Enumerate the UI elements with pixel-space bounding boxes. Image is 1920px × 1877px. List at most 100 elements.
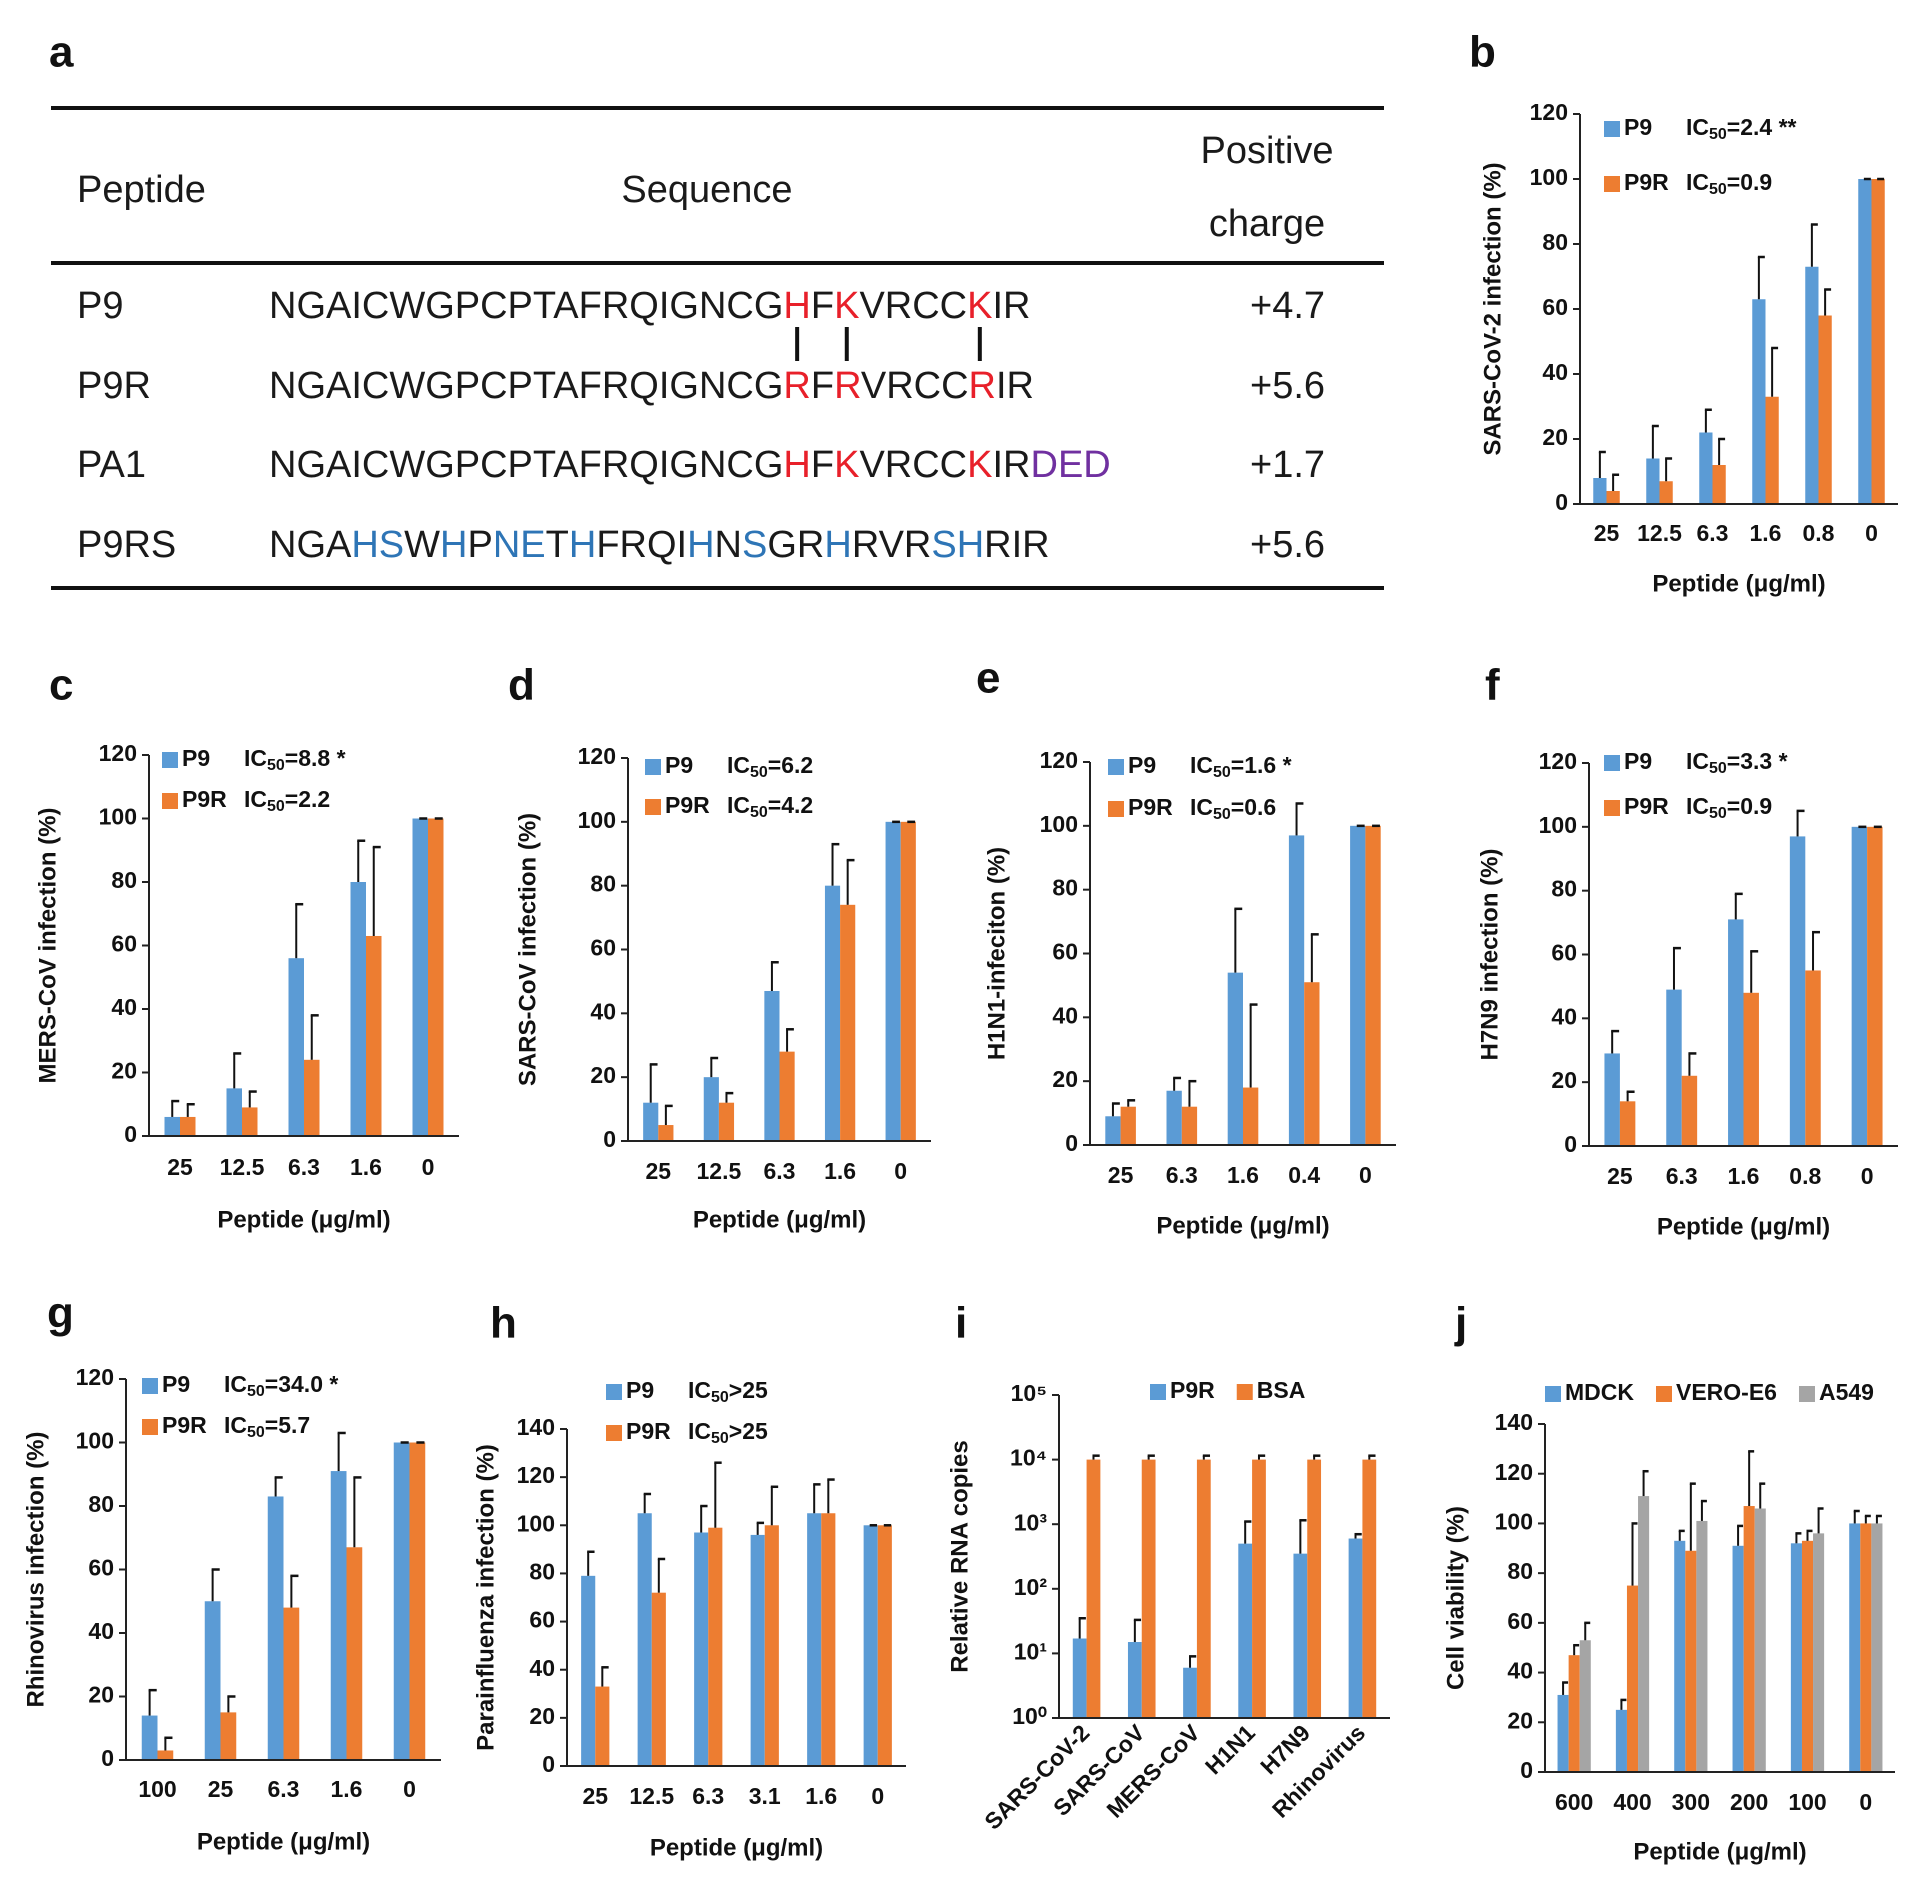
y-tick-label: 10¹ (1014, 1638, 1047, 1664)
note-subscript: 50 (750, 764, 768, 781)
sequence-segment: IR (992, 285, 1031, 327)
error-bar (786, 1028, 794, 1052)
bar (1304, 982, 1320, 1145)
bar (900, 821, 916, 1141)
x-tick-label: 100 (138, 1776, 176, 1802)
error-bar (1631, 1522, 1638, 1586)
bar (1127, 1642, 1142, 1718)
bar (718, 1102, 735, 1141)
note-subscript: 50 (247, 1383, 265, 1400)
x-axis-title: Peptide (μg/ml) (693, 1206, 866, 1233)
bar (877, 1525, 892, 1766)
x-tick-label: 25 (208, 1776, 234, 1802)
bar (180, 1116, 196, 1136)
legend-swatch (142, 1378, 158, 1394)
error-bar (1611, 1029, 1620, 1054)
note-subscript: 50 (711, 1430, 729, 1447)
legend-label: P9R (1128, 794, 1173, 820)
error-bar (1824, 288, 1832, 316)
bar (1666, 989, 1682, 1146)
legend-swatch (1604, 755, 1620, 771)
sequence: NGAICWGPCPTAFRQIGNCGRFRVRCCRIR (269, 361, 1034, 411)
y-tick-label: 10⁵ (1011, 1380, 1047, 1406)
bar (428, 818, 444, 1136)
legend-label: P9 (1624, 114, 1652, 140)
panel-label: b (1469, 28, 1496, 77)
y-tick-label: 20 (1507, 1707, 1533, 1733)
x-tick-label: 100 (1788, 1789, 1826, 1815)
error-bar (714, 1461, 722, 1528)
sequence-segment: F (810, 444, 835, 486)
legend-label: P9 (665, 752, 693, 778)
x-tick-label: 0 (1861, 1163, 1874, 1189)
y-tick-label: 100 (1040, 811, 1078, 837)
x-tick-label: H1N1 (1200, 1719, 1260, 1779)
bar (1765, 396, 1779, 504)
x-tick-label: 6.3 (288, 1154, 320, 1180)
y-tick-label: 60 (1507, 1608, 1533, 1634)
bar (840, 904, 856, 1141)
legend-note: IC50=2.4 ** (1686, 114, 1797, 143)
bar (637, 1513, 652, 1766)
note-text: IC (1686, 793, 1709, 819)
legend-label: P9 (162, 1371, 190, 1397)
error-bar (1665, 457, 1673, 482)
legend-swatch (606, 1425, 622, 1441)
legend-note: IC50=4.2 (727, 792, 813, 821)
sequence-segment: F (810, 285, 835, 327)
y-tick-label: 0 (1520, 1757, 1533, 1783)
y-tick-label: 10³ (1014, 1509, 1048, 1535)
legend-label: P9 (1128, 752, 1156, 778)
error-bar (1812, 930, 1820, 971)
sequence-segment: H (824, 524, 852, 566)
y-tick-label: 40 (529, 1655, 555, 1681)
bar (1166, 1090, 1182, 1145)
x-tick-label: 12.5 (697, 1158, 742, 1184)
y-tick-label: 80 (1542, 229, 1568, 255)
y-tick-label: 20 (590, 1062, 616, 1088)
y-tick-label: 100 (1530, 164, 1568, 190)
bar (1801, 1540, 1814, 1772)
error-bar (1202, 1454, 1211, 1460)
x-tick-label: 25 (646, 1158, 672, 1184)
y-tick-label: 20 (1542, 424, 1568, 450)
y-tick-label: 80 (1551, 876, 1577, 902)
y-tick-label: 60 (590, 935, 616, 961)
bar (1860, 1523, 1872, 1772)
error-bar (725, 1091, 734, 1103)
sequence-segment: IR (996, 365, 1034, 407)
y-axis-title: Cell viability (%) (1442, 1506, 1469, 1690)
y-tick-label: 100 (578, 807, 616, 833)
x-tick-label: 0 (871, 1783, 884, 1809)
bar (1606, 491, 1620, 504)
bar (1805, 970, 1821, 1146)
sequence-segment: DED (1030, 444, 1111, 486)
y-tick-label: 120 (1539, 748, 1577, 774)
error-bar (1704, 408, 1712, 433)
error-bar (1748, 1450, 1755, 1507)
positive-charge: +1.7 (1250, 444, 1326, 486)
y-tick-label: 80 (1052, 875, 1078, 901)
y-axis-title: SARS-CoV infection (%) (514, 813, 541, 1086)
bar (1685, 1550, 1697, 1772)
sequence-segment: F (810, 365, 835, 407)
error-bar (1562, 1681, 1569, 1695)
error-bar (846, 858, 855, 905)
note-subscript: 50 (750, 804, 768, 821)
legend-label: P9 (626, 1377, 654, 1403)
x-tick-label: 0 (403, 1776, 416, 1802)
bar (157, 1750, 174, 1760)
error-bar (1133, 1618, 1142, 1643)
bar (366, 935, 382, 1136)
x-tick-label: 25 (582, 1783, 608, 1809)
error-bar (1078, 1617, 1086, 1639)
note-text: =1.6 * (1231, 752, 1292, 778)
bar (1805, 266, 1819, 504)
y-tick-label: 120 (1040, 747, 1078, 773)
bar (779, 1051, 795, 1141)
error-bar (1598, 450, 1606, 478)
y-axis-title: MERS-CoV infection (%) (34, 808, 61, 1084)
panel-label: j (1454, 1299, 1467, 1348)
peptide-name: PA1 (77, 444, 147, 486)
